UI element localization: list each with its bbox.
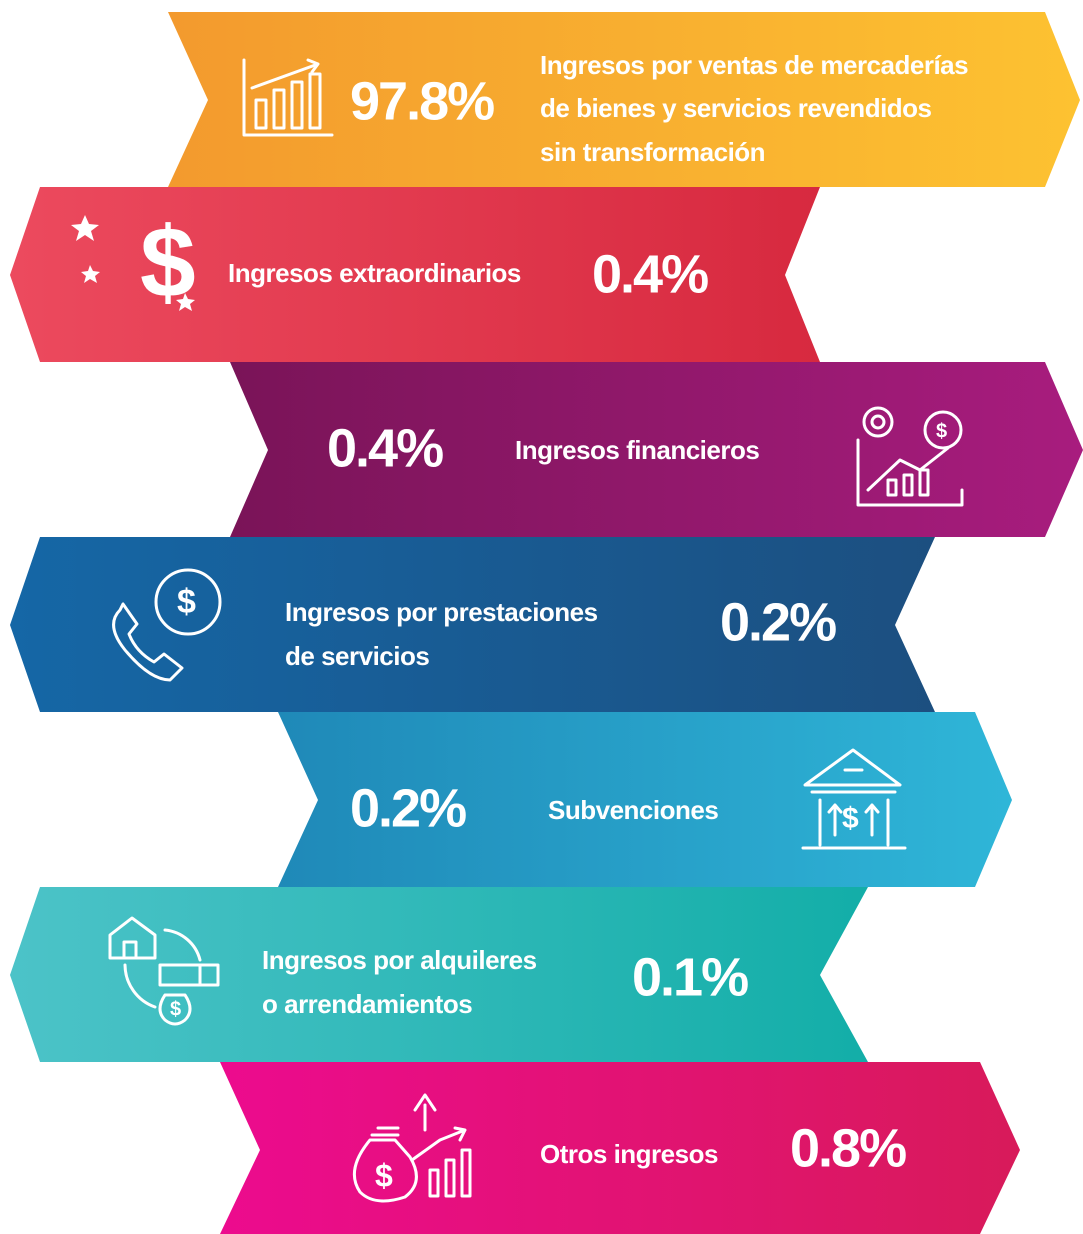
- percent: 0.2%: [350, 778, 466, 838]
- label: o arrendamientos: [262, 989, 472, 1019]
- percent: 0.8%: [790, 1118, 906, 1178]
- label: de servicios: [285, 641, 429, 671]
- label: Ingresos por alquileres: [262, 945, 537, 975]
- percent: 0.4%: [327, 418, 443, 478]
- percent: 0.4%: [592, 244, 708, 304]
- svg-text:$: $: [842, 802, 859, 835]
- svg-text:$: $: [375, 1157, 393, 1193]
- band: [10, 537, 935, 712]
- label: Ingresos financieros: [515, 435, 759, 465]
- icon-rent: $: [108, 916, 220, 1026]
- icon-growth: $: [352, 1093, 472, 1203]
- label: Subvenciones: [548, 795, 718, 825]
- icon-phone: $: [112, 568, 222, 682]
- label: Otros ingresos: [540, 1139, 718, 1169]
- band: [230, 362, 1083, 537]
- label: Ingresos por ventas de mercaderías: [540, 50, 968, 80]
- band: [168, 12, 1080, 187]
- icon-chart: [242, 58, 334, 137]
- band: [278, 712, 1012, 887]
- label: de bienes y servicios revendidos: [540, 93, 932, 123]
- svg-text:$: $: [936, 420, 947, 442]
- label: Ingresos extraordinarios: [228, 258, 521, 288]
- svg-text:$: $: [177, 583, 196, 621]
- icon-bank: $: [801, 748, 907, 850]
- band: [10, 887, 868, 1062]
- svg-text:$: $: [170, 998, 181, 1020]
- icon-dollar: $: [71, 206, 196, 318]
- label: sin transformación: [540, 137, 765, 167]
- label: Ingresos por prestaciones: [285, 597, 598, 627]
- icon-finance: $: [856, 406, 964, 507]
- percent: 0.1%: [632, 947, 748, 1007]
- band: [10, 187, 820, 362]
- percent: 97.8%: [350, 71, 494, 131]
- percent: 0.2%: [720, 592, 836, 652]
